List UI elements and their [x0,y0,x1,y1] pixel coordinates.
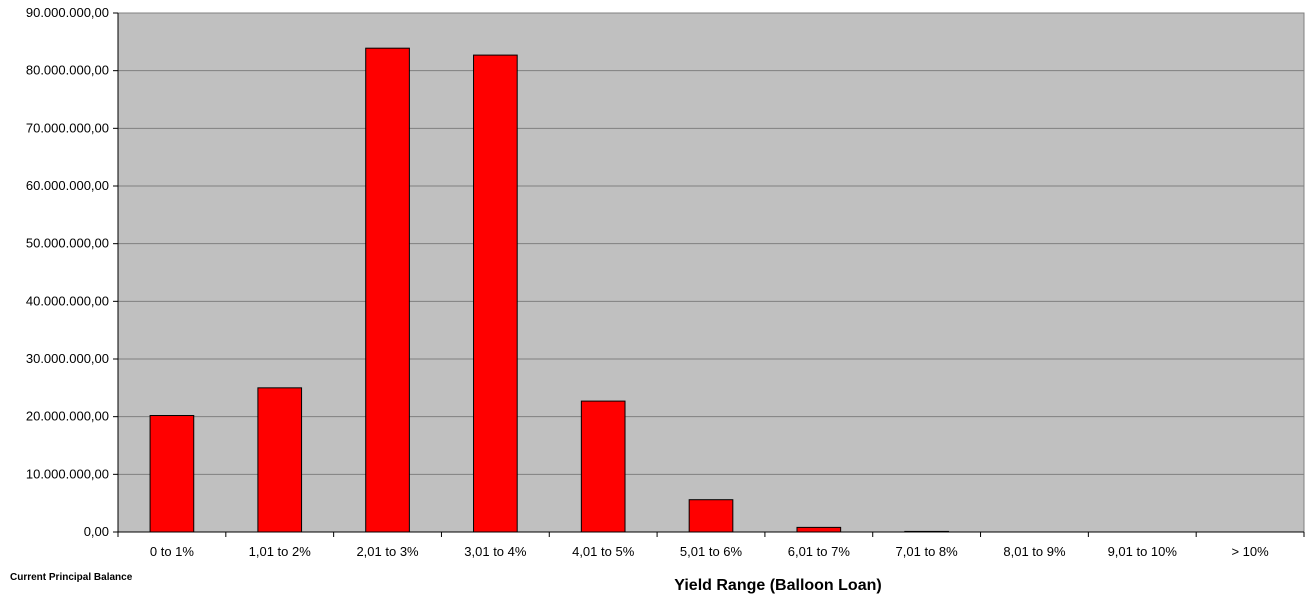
x-tick-label: 2,01 to 3% [356,544,419,559]
bar [796,526,842,533]
bar [473,54,518,533]
plot-area [117,12,1305,533]
y-tick-label: 70.000.000,00 [26,120,109,135]
y-tick-label: 50.000.000,00 [26,236,109,251]
y-tick-label: 0,00 [84,524,109,539]
bar [580,400,626,533]
x-axis: 0 to 1% 1,01 to 2% 2,01 to 3% 3,01 to 4% 4,0… [117,531,1305,559]
y-tick-label: 20.000.000,00 [26,409,109,424]
x-tick-label: 3,01 to 4% [464,544,527,559]
x-tick-label: 4,01 to 5% [572,544,635,559]
y-tick-label: 60.000.000,00 [26,178,109,193]
y-tick-label: 90.000.000,00 [26,5,109,20]
y-tick-label: 80.000.000,00 [26,63,109,78]
y-tick-label: 30.000.000,00 [26,351,109,366]
x-tick-label: 9,01 to 10% [1108,544,1178,559]
bar [149,415,195,533]
x-tick-label: 8,01 to 9% [1003,544,1066,559]
y-axis-label: Current Principal Balance [10,572,133,583]
bar [257,387,303,533]
x-tick-label: 6,01 to 7% [788,544,851,559]
y-tick-label: 40.000.000,00 [26,293,109,308]
bar [688,499,734,533]
x-tick-label: 7,01 to 8% [896,544,959,559]
x-tick-label: 5,01 to 6% [680,544,743,559]
y-axis: 0,00 10.000.000,00 20.000.000,00 30.000.000… [26,5,119,539]
bar [365,47,410,533]
x-axis-label: Yield Range (Balloon Loan) [674,577,881,594]
x-tick-label: > 10% [1231,544,1269,559]
y-tick-label: 10.000.000,00 [26,466,109,481]
x-tick-label: 0 to 1% [150,544,195,559]
x-tick-label: 1,01 to 2% [249,544,312,559]
